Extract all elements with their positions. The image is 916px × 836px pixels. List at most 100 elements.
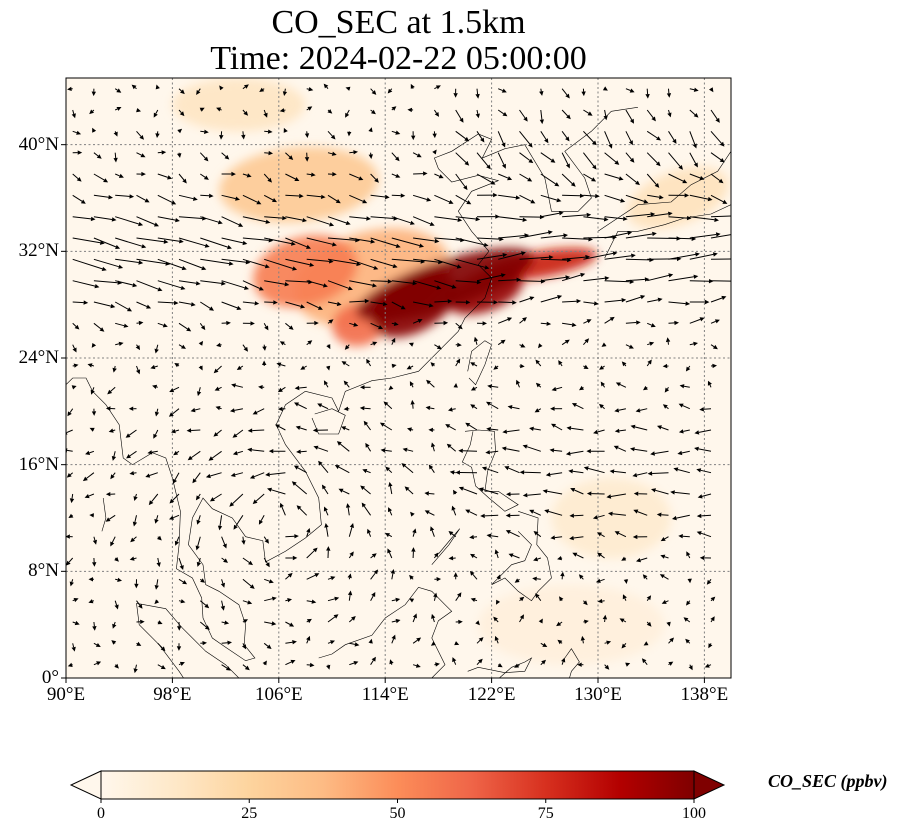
wind-arrow [178,557,184,570]
wind-arrow [155,131,160,138]
wind-arrow [458,486,478,495]
wind-arrow [668,152,683,170]
wind-arrow [115,173,124,178]
wind-arrow [391,597,401,602]
wind-arrow [407,427,414,432]
wind-arrow [434,320,449,326]
wind-arrow [424,510,435,516]
wind-arrow [370,109,376,115]
wind-arrow [685,638,691,644]
wind-arrow [391,193,406,198]
wind-arrow [334,465,350,474]
wind-arrow [115,216,144,227]
wind-arrow [196,88,201,95]
wind-arrow [433,592,438,601]
lat-tick-label: 0° [41,667,59,688]
wind-arrow [708,643,713,649]
wind-arrow [306,258,334,264]
wind-arrow [410,511,415,517]
wind-arrow [67,86,73,91]
wind-arrow [349,194,368,204]
wind-arrow [199,621,210,630]
wind-arrow [367,528,372,537]
wind-arrow [595,578,605,583]
wind-arrow [434,258,462,269]
wind-arrow [229,493,244,507]
wind-arrow [603,109,608,121]
wind-arrow [200,173,209,180]
wind-arrow [625,194,649,204]
colorbar-tick-label: 100 [682,805,706,822]
wind-arrow [327,172,337,177]
wind-arrow [242,258,270,269]
wind-arrow [498,317,513,324]
wind-arrow [263,642,272,649]
wind-arrow [135,344,140,351]
wind-arrow [522,444,541,452]
wind-arrow [549,448,563,453]
wind-arrow [668,301,691,306]
wind-arrow [190,407,201,413]
wind-arrow [221,258,251,265]
wind-arrow [178,280,201,286]
wind-arrow [241,131,246,140]
wind-arrow [668,215,692,221]
wind-arrow [216,342,222,348]
wind-arrow [71,109,76,119]
wind-arrow [689,299,710,305]
wind-arrow [538,618,543,624]
wind-arrow [496,574,501,580]
wind-arrow [571,403,584,410]
wind-arrow [242,643,247,650]
wind-arrow [136,600,143,609]
wind-arrow [247,428,265,433]
wind-arrow [264,258,298,271]
wind-arrow [687,578,692,584]
wind-arrow [570,488,584,495]
wind-arrow [583,130,597,146]
wind-arrow [72,363,79,368]
wind-arrow [200,129,209,134]
wind-arrow [368,152,373,159]
wind-arrow [625,277,650,282]
wind-arrow [519,614,524,623]
wind-arrow [583,276,610,282]
wind-arrow [583,152,597,170]
wind-arrow [486,401,499,410]
wind-arrow [455,300,471,305]
wind-arrow [633,491,648,496]
wind-arrow [349,642,360,647]
wind-arrow [689,131,697,149]
wind-arrow [434,173,444,179]
wind-arrow [114,663,119,669]
lon-tick-label: 114°E [361,684,409,705]
wind-arrow [321,484,329,495]
wind-arrow [516,379,521,388]
wind-arrow [668,320,679,326]
wind-arrow [409,381,414,388]
wind-arrow [710,258,731,260]
wind-arrow [497,339,506,346]
wind-arrow [362,469,371,474]
wind-arrow [583,364,589,369]
wind-arrow [380,448,392,453]
wind-arrow [133,493,138,501]
wind-arrow [597,532,605,538]
wind-arrow [453,383,458,388]
wind-arrow [621,556,627,561]
coastline-9 [461,429,519,512]
lat-tick-label: 40°N [18,133,59,155]
wind-arrow [533,531,542,538]
wind-arrow [710,280,731,282]
wind-arrow [689,87,699,92]
wind-arrow [136,280,163,292]
wind-arrow [602,86,608,91]
colorbar [69,770,726,803]
wind-arrow [136,237,169,244]
wind-arrow [625,88,635,93]
wind-arrow [157,280,186,290]
wind-arrow [387,88,393,94]
wind-arrow [197,387,202,397]
coastline-6 [136,603,240,678]
wind-arrow [136,152,146,158]
